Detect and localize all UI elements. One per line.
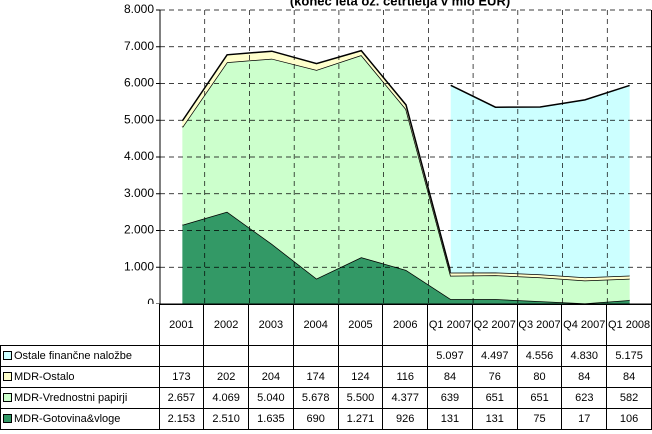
legend-marker: [3, 393, 12, 402]
empty-cell: [203, 345, 250, 367]
y-tick-label: 5.000: [124, 112, 154, 126]
value-cell: 4.556: [516, 345, 563, 367]
value-cell: 106: [606, 408, 652, 430]
y-tick-label: 7.000: [124, 39, 154, 53]
value-cell: 5.678: [292, 387, 339, 409]
value-cell: 124: [337, 366, 384, 388]
series-row: MDR-Gotovina&vloge 2.153 2.510 1.635 690 1.27…: [0, 408, 652, 430]
y-tick-label: 6.000: [124, 76, 154, 90]
series-row: MDR-Ostalo 173 202 204 174 124 116 84 76 80 84 84: [0, 366, 652, 388]
value-cell: 582: [606, 387, 652, 409]
legend-marker: [3, 414, 12, 423]
series-label-cell: Ostale finančne naložbe: [0, 345, 160, 367]
value-cell: 131: [427, 408, 473, 430]
category-label: 2003: [248, 304, 294, 346]
category-label: Q2 2007: [471, 304, 518, 346]
blank-cell: [1, 305, 160, 346]
value-cell: 84: [427, 366, 473, 388]
category-label: Q4 2007: [561, 304, 608, 346]
series-label-cell: MDR-Gotovina&vloge: [0, 408, 160, 430]
value-cell: 926: [382, 408, 429, 430]
area-line: [450, 84, 630, 108]
category-label: 2006: [382, 304, 429, 346]
value-cell: 623: [561, 387, 608, 409]
area-line: [181, 49, 630, 279]
category-label: Q1 2007: [427, 304, 473, 346]
value-cell: 75: [516, 408, 563, 430]
value-cell: 4.377: [382, 387, 429, 409]
empty-cell: [248, 345, 294, 367]
value-cell: 17: [561, 408, 608, 430]
value-cell: 76: [471, 366, 518, 388]
y-tick-label: 2.000: [124, 223, 154, 237]
value-cell: 2.657: [158, 387, 205, 409]
value-cell: 204: [248, 366, 294, 388]
empty-cell: [158, 345, 205, 367]
value-cell: 651: [516, 387, 563, 409]
value-cell: 2.153: [158, 408, 205, 430]
y-tick-label: 0: [147, 296, 154, 304]
value-cell: 131: [471, 408, 518, 430]
value-cell: 690: [292, 408, 339, 430]
value-cell: 5.097: [427, 345, 473, 367]
area: [450, 85, 630, 278]
value-cell: 173: [158, 366, 205, 388]
series-row: MDR-Vrednostni papirji 2.657 4.069 5.040 5.6…: [0, 387, 652, 409]
data-table: 2001 2002 2003 2004 2005 2006 Q1 2007 Q2 2007 Q3…: [0, 304, 652, 430]
value-cell: 1.635: [248, 408, 294, 430]
series-row: Ostale finančne naložbe 5.097 4.497 4.556 4.…: [0, 345, 652, 367]
y-tick-label: 1.000: [124, 259, 154, 273]
value-cell: 4.497: [471, 345, 518, 367]
category-label: Q3 2007: [516, 304, 563, 346]
value-cell: 5.175: [606, 345, 652, 367]
chart: (konec leta oz. četrtletja v mio EUR) 0 1…: [124, 0, 652, 304]
value-cell: 4.830: [561, 345, 608, 367]
value-cell: 84: [606, 366, 652, 388]
y-tick-label: 4.000: [124, 149, 154, 163]
category-label: 2005: [337, 304, 384, 346]
legend-label: MDR-Gotovina&vloge: [14, 413, 121, 425]
value-cell: 174: [292, 366, 339, 388]
category-label: 2001: [158, 304, 205, 346]
category-label: Q1 2008: [606, 304, 652, 346]
value-cell: 2.510: [203, 408, 250, 430]
legend-label: MDR-Ostalo: [14, 371, 75, 383]
value-cell: 116: [382, 366, 429, 388]
value-cell: 202: [203, 366, 250, 388]
empty-cell: [382, 345, 429, 367]
category-label: 2002: [203, 304, 250, 346]
value-cell: 5.500: [337, 387, 384, 409]
empty-cell: [292, 345, 339, 367]
value-cell: 651: [471, 387, 518, 409]
series-label-cell: MDR-Vrednostni papirji: [0, 387, 160, 409]
empty-cell: [337, 345, 384, 367]
series-label-cell: MDR-Ostalo: [0, 366, 160, 388]
value-cell: 4.069: [203, 387, 250, 409]
chart-title: (konec leta oz. četrtletja v mio EUR): [290, 0, 510, 8]
legend-marker: [3, 351, 12, 360]
y-tick-label: 8.000: [124, 2, 154, 16]
legend-label: MDR-Vrednostni papirji: [14, 392, 128, 404]
value-cell: 5.040: [248, 387, 294, 409]
category-label: 2004: [292, 304, 339, 346]
value-cell: 1.271: [337, 408, 384, 430]
legend-marker: [3, 372, 12, 381]
area: [182, 55, 630, 304]
y-tick-label: 3.000: [124, 186, 154, 200]
header-row: 2001 2002 2003 2004 2005 2006 Q1 2007 Q2 2007 Q3…: [1, 304, 652, 346]
value-cell: 84: [561, 366, 608, 388]
legend-label: Ostale finančne naložbe: [14, 350, 133, 362]
value-cell: 80: [516, 366, 563, 388]
value-cell: 639: [427, 387, 473, 409]
